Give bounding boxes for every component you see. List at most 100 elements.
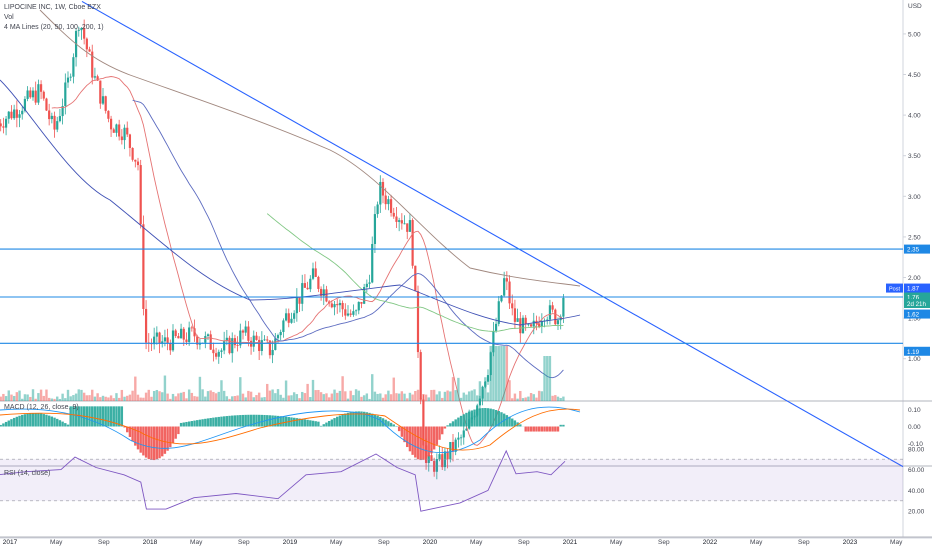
volume-bar xyxy=(330,393,334,401)
volume-bar xyxy=(244,397,247,401)
macd-histogram-bar xyxy=(139,426,142,453)
volume-bar xyxy=(34,398,37,401)
macd-histogram-bar xyxy=(430,426,433,454)
symbol-legend[interactable]: LIPOCINE INC, 1W, Cboe BZX xyxy=(4,4,101,11)
volume-bar xyxy=(381,397,385,401)
candle-body xyxy=(301,283,304,304)
resistance-top-badge-bg[interactable] xyxy=(904,244,930,254)
support-b-badge-bg[interactable] xyxy=(904,346,930,356)
macd-histogram-bar xyxy=(446,425,449,427)
volume-bar xyxy=(274,393,277,401)
price-tick-label: 4.50 xyxy=(908,72,921,79)
macd-histogram-bar xyxy=(344,413,347,427)
signal-line xyxy=(0,408,581,451)
candle-body xyxy=(376,204,379,215)
macd-histogram-bar xyxy=(107,406,110,427)
candle-body xyxy=(317,276,320,289)
candle-body xyxy=(244,326,247,333)
candle-body xyxy=(360,301,363,304)
macd-histogram-bar xyxy=(233,415,237,427)
countdown-badge-bg[interactable] xyxy=(904,298,930,308)
volume-bar xyxy=(511,398,514,401)
volume-bar xyxy=(311,379,315,401)
ma-legend[interactable]: 4 MA Lines (20, 50, 100, 200, 1) xyxy=(4,24,104,31)
volume-bar xyxy=(231,396,234,401)
macd-histogram-bar xyxy=(126,426,129,433)
candle-body xyxy=(349,313,352,315)
macd-histogram-bar xyxy=(182,422,185,427)
macd-histogram-bar xyxy=(298,418,301,427)
candle-body xyxy=(80,28,83,31)
volume-bar xyxy=(497,346,500,401)
mid-price-badge-bg[interactable] xyxy=(904,292,930,302)
volume-bar xyxy=(338,390,342,401)
price-tick-label: 3.50 xyxy=(908,153,921,160)
volume-bar xyxy=(349,390,352,401)
macd-histogram-bar xyxy=(511,418,514,427)
volume-legend[interactable]: Vol xyxy=(4,14,14,21)
macd-legend[interactable]: MACD (12, 26, close, 9) xyxy=(4,404,79,411)
rsi-legend[interactable]: RSI (14, close) xyxy=(4,470,51,477)
candle-body xyxy=(61,106,64,117)
macd-histogram-bar xyxy=(228,415,231,427)
candle-body xyxy=(7,111,10,119)
macd-histogram-bar xyxy=(12,417,16,427)
candle-body xyxy=(527,324,530,326)
macd-histogram-bar xyxy=(314,421,317,427)
candle-body xyxy=(37,84,40,103)
macd-histogram-bar xyxy=(537,426,541,432)
macd-histogram-bar xyxy=(492,409,495,427)
candle-body xyxy=(161,341,164,344)
volume-bar xyxy=(333,389,336,401)
macd-histogram-bar xyxy=(333,418,336,427)
price-axis-area[interactable] xyxy=(903,0,932,550)
volume-bar xyxy=(513,393,517,401)
volume-bar xyxy=(69,396,72,401)
volume-bar xyxy=(462,392,465,401)
volume-bar xyxy=(139,397,142,401)
macd-histogram-bar xyxy=(201,419,204,427)
ma-extra-line xyxy=(0,79,581,326)
volume-bar xyxy=(255,395,258,401)
candle-body xyxy=(293,313,296,319)
rsi-line xyxy=(0,449,566,512)
candle-body xyxy=(72,57,75,77)
candle-body xyxy=(295,297,298,314)
macd-histogram-bar xyxy=(489,408,492,427)
volume-bar xyxy=(397,393,401,401)
candle-body xyxy=(419,352,422,400)
volume-bar xyxy=(56,396,59,401)
candle-body xyxy=(406,223,409,232)
macd-histogram-bar xyxy=(400,426,404,437)
candle-body xyxy=(478,398,482,406)
volume-bar xyxy=(152,391,156,401)
macd-histogram-bar xyxy=(2,423,5,427)
candle-body xyxy=(209,334,212,350)
macd-histogram-bar xyxy=(7,420,10,427)
volume-bar xyxy=(228,398,231,401)
candle-body xyxy=(422,399,425,446)
macd-histogram-bar xyxy=(368,412,371,427)
volume-bar xyxy=(546,356,549,401)
macd-histogram-bar xyxy=(529,426,533,432)
volume-bar xyxy=(174,396,177,401)
candle-body xyxy=(239,330,242,346)
volume-bar xyxy=(72,395,75,401)
volume-bar xyxy=(247,390,250,401)
macd-histogram-bar xyxy=(260,414,264,427)
volume-bar xyxy=(225,396,229,401)
volume-bar xyxy=(155,389,159,401)
support-a-badge-bg[interactable] xyxy=(904,309,930,319)
last-price-badge-bg[interactable] xyxy=(904,283,930,293)
volume-bar xyxy=(494,346,498,401)
volume-bar xyxy=(352,395,355,401)
descending-resistance-line[interactable] xyxy=(81,0,904,468)
volume-bar xyxy=(12,395,16,401)
candle-body xyxy=(115,124,118,133)
macd-histogram-bar xyxy=(212,417,215,427)
macd-histogram-bar xyxy=(241,414,245,427)
macd-histogram-bar xyxy=(142,426,145,456)
volume-bar xyxy=(47,397,51,401)
